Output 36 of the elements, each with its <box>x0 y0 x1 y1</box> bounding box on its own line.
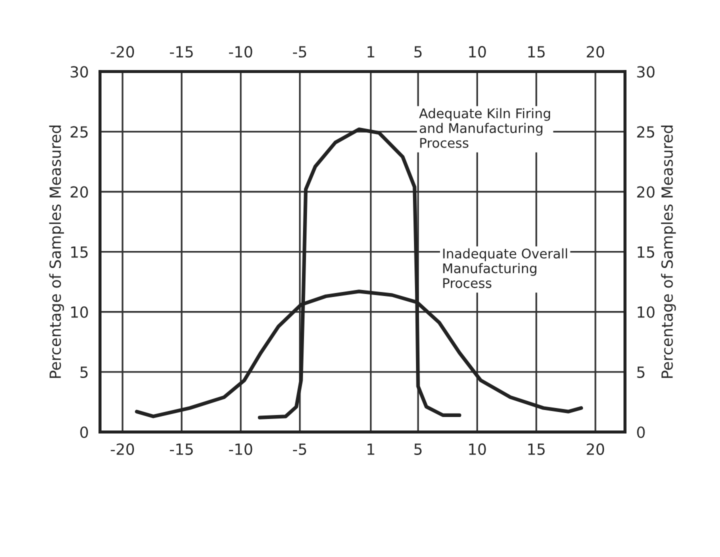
y-axis-title: Percentage of Samples Measured <box>49 126 64 378</box>
x2-tick-label: 20 <box>586 46 604 58</box>
x-tick-label: -10 <box>229 443 252 455</box>
x-tick-label: 5 <box>414 444 422 455</box>
x-tick-label: 1 <box>368 444 374 455</box>
y2-tick-label: 20 <box>637 186 654 198</box>
x2-tick-label: -5 <box>292 46 306 58</box>
text: Inadequate Overall Manufacturing Process <box>443 248 568 288</box>
y2-tick-label: 30 <box>637 66 654 78</box>
x2-tick-label: -10 <box>229 46 252 58</box>
x-tick-label: 20 <box>586 443 604 455</box>
x-tick-label: 10 <box>469 443 486 455</box>
x-tick-label: -20 <box>110 443 134 455</box>
x-tick-label: -15 <box>170 444 193 455</box>
x2-tick-label: 15 <box>528 46 545 58</box>
y-tick-label: 15 <box>71 246 88 258</box>
x2-tick-label: -20 <box>110 46 134 58</box>
y-tick-label: 10 <box>71 306 88 318</box>
series-label: Adequate Kiln Firing and Manufacturing Process <box>419 108 550 148</box>
y2-tick-label: 15 <box>638 246 654 258</box>
x2-tick-label: 10 <box>469 46 486 58</box>
y2-tick-label: 10 <box>638 306 654 318</box>
x2-tick-label: 1 <box>368 46 374 58</box>
y-tick-label: 30 <box>70 66 88 78</box>
x-tick-label: -5 <box>292 444 306 455</box>
x2-tick-label: -15 <box>170 46 193 58</box>
y-tick-label: 0 <box>80 426 88 438</box>
y2-tick-label: 5 <box>637 366 644 378</box>
x-tick-label: 15 <box>528 444 545 455</box>
x2-tick-label: 5 <box>414 46 422 58</box>
y2-axis-title: Percentage of Samples Measured <box>661 126 676 378</box>
y-tick-label: 25 <box>70 126 88 138</box>
y-tick-label: 20 <box>70 186 88 198</box>
y2-tick-label: 0 <box>637 426 645 438</box>
y2-tick-label: 25 <box>637 126 654 138</box>
y-tick-label: 5 <box>80 366 88 378</box>
